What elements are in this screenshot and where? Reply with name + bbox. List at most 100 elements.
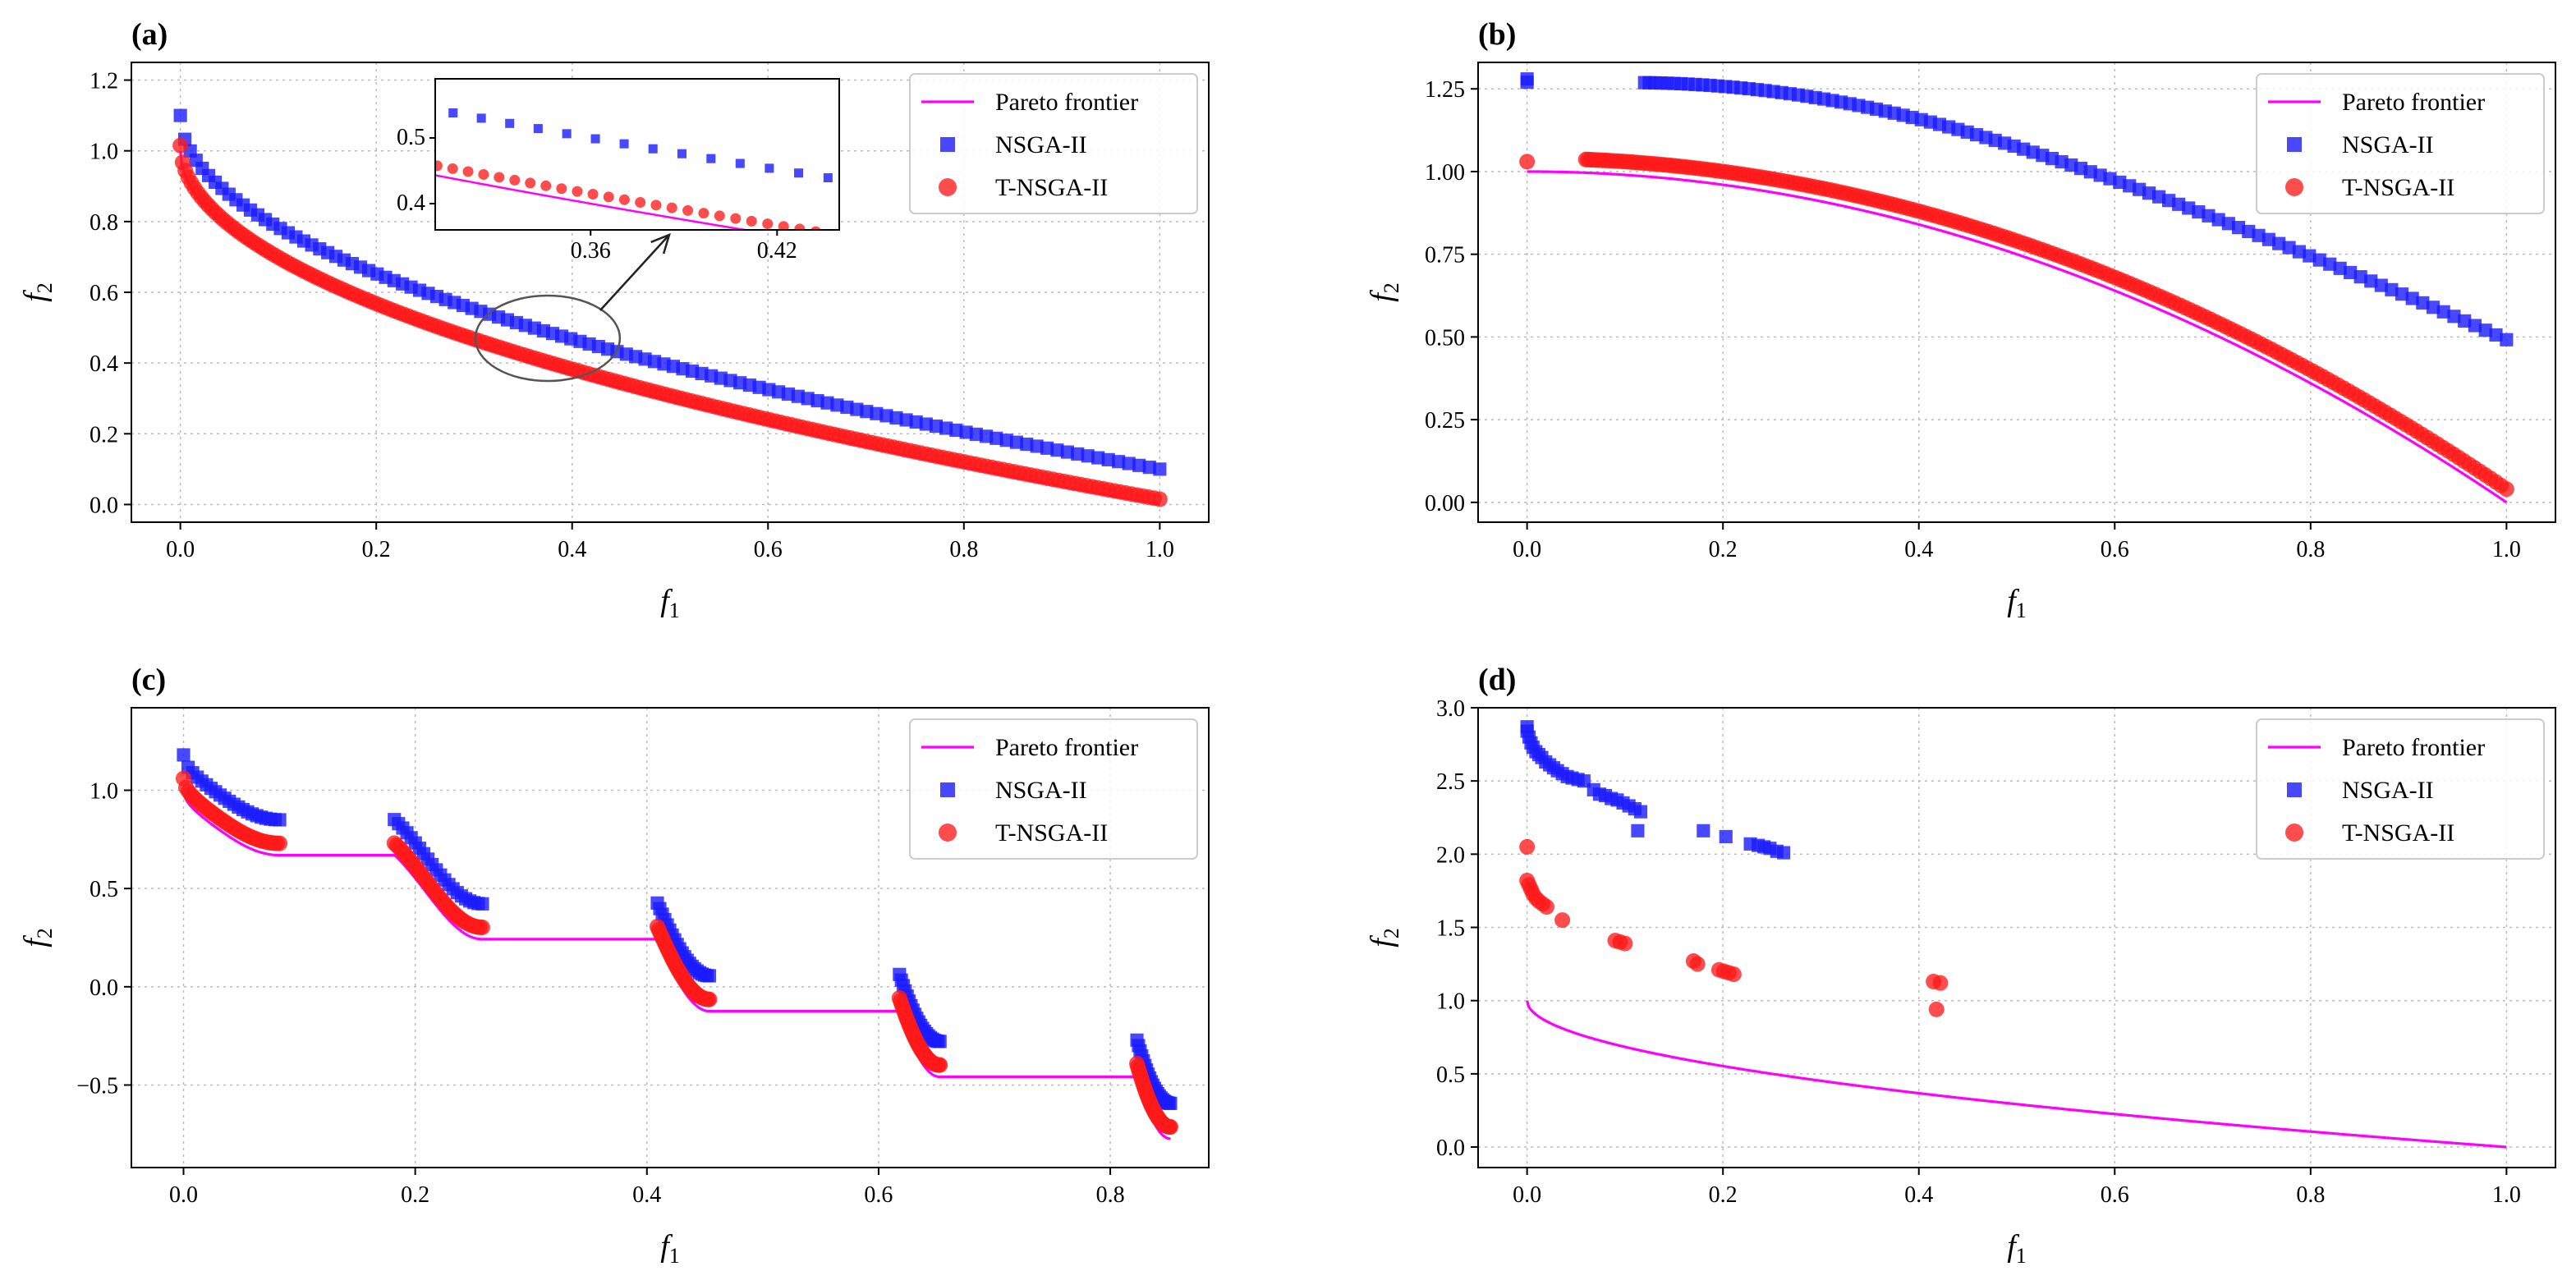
t-nsga-ii-point bbox=[1519, 154, 1536, 170]
nsga-ii-point bbox=[2447, 310, 2461, 323]
nsga-ii-point bbox=[949, 423, 963, 438]
zoom-arrow bbox=[599, 234, 670, 311]
nsga-ii-point bbox=[1132, 458, 1146, 472]
t-nsga-ii-point bbox=[540, 180, 552, 191]
t-nsga-ii-point bbox=[1932, 975, 1949, 991]
nsga-ii-point bbox=[2416, 296, 2430, 310]
panel-b: 0.0 0.2 0.4 0.6 0.8 1.0 0.00 0.25 0.50 0.75 1.00 1.… bbox=[1365, 17, 2556, 622]
nsga-ii-point bbox=[702, 969, 717, 983]
t-nsga-ii-point bbox=[556, 183, 567, 195]
nsga-ii-point bbox=[2261, 232, 2275, 246]
plot-area bbox=[1519, 720, 2507, 1149]
x-tick-label: 0.8 bbox=[949, 537, 978, 562]
inset-background bbox=[435, 79, 839, 230]
nsga-ii-point bbox=[1777, 846, 1791, 860]
t-nsga-ii-point bbox=[2498, 481, 2514, 498]
t-nsga-ii-point bbox=[172, 137, 189, 154]
y-axis-label: f2 bbox=[18, 282, 57, 302]
nsga-ii-point bbox=[1633, 805, 1648, 819]
nsga-ii-point bbox=[959, 425, 973, 439]
nsga-ii-point bbox=[420, 103, 429, 112]
nsga-ii-point bbox=[1020, 437, 1034, 452]
nsga-ii-point bbox=[2364, 274, 2378, 288]
series-t-nsga-ii bbox=[1519, 838, 1949, 1017]
series-nsga-ii bbox=[1520, 720, 1791, 860]
x-tick-label: 0.0 bbox=[169, 1182, 198, 1208]
y-tick-label: 0.5 bbox=[1436, 1062, 1465, 1088]
zoom-inset: 0.36 0.42 0.4 0.5 bbox=[397, 78, 870, 383]
t-nsga-ii-point bbox=[650, 200, 662, 211]
nsga-ii-point bbox=[2211, 213, 2225, 227]
x-tick-label: 0.2 bbox=[401, 1182, 429, 1208]
nsga-ii-point bbox=[979, 429, 994, 443]
t-nsga-ii-point bbox=[932, 1057, 948, 1073]
legend-box bbox=[909, 73, 1198, 214]
nsga-ii-point bbox=[1091, 451, 1105, 465]
y-tick-label: 0.0 bbox=[90, 493, 118, 518]
t-nsga-ii-point bbox=[435, 160, 443, 172]
nsga-ii-point bbox=[990, 431, 1003, 445]
nsga-ii-point bbox=[2436, 305, 2450, 319]
legend-circle-symbol bbox=[2285, 824, 2303, 842]
x-tick-label: 0.0 bbox=[1513, 537, 1541, 562]
x-axis-label: f1 bbox=[2007, 584, 2027, 622]
y-tick-label: 1.0 bbox=[1436, 989, 1465, 1015]
x-tick-label: 0.4 bbox=[632, 1182, 661, 1208]
pareto-frontier-line bbox=[1527, 170, 2508, 504]
axes-frame bbox=[131, 62, 1210, 523]
nsga-ii-point bbox=[2292, 245, 2306, 259]
y-tick-label: 1.0 bbox=[90, 140, 118, 165]
nsga-ii-point bbox=[1009, 435, 1024, 449]
axes-frame bbox=[131, 707, 1210, 1168]
grid bbox=[1478, 707, 2555, 1168]
y-tick-label: 0.5 bbox=[90, 877, 118, 902]
legend-label: NSGA-II bbox=[995, 777, 1087, 804]
nsga-ii-point bbox=[1719, 829, 1733, 844]
nsga-ii-point bbox=[999, 434, 1013, 447]
zoom-region-ellipse bbox=[474, 294, 622, 383]
x-tick-label: 0.4 bbox=[1904, 537, 1933, 562]
t-nsga-ii-point bbox=[525, 177, 536, 189]
t-nsga-ii-point bbox=[272, 835, 288, 851]
nsga-ii-point bbox=[475, 897, 489, 911]
x-axis-label: f1 bbox=[2007, 1229, 2027, 1268]
nsga-ii-point bbox=[2489, 328, 2503, 342]
t-nsga-ii-point bbox=[730, 213, 742, 224]
t-nsga-ii-point bbox=[859, 234, 870, 245]
nsga-ii-point bbox=[533, 124, 543, 134]
y-tick-label: 1.2 bbox=[90, 69, 118, 94]
nsga-ii-point bbox=[1081, 449, 1095, 463]
t-nsga-ii-point bbox=[478, 168, 489, 180]
grid bbox=[131, 708, 1209, 1168]
nsga-ii-point bbox=[2405, 291, 2419, 305]
legend-box bbox=[909, 718, 1198, 860]
nsga-ii-point bbox=[590, 134, 600, 144]
nsga-ii-point bbox=[1153, 462, 1167, 476]
y-axis-label: f2 bbox=[1365, 928, 1403, 948]
legend-label: T-NSGA-II bbox=[995, 819, 1108, 847]
t-nsga-ii-point bbox=[794, 223, 806, 230]
nsga-ii-point bbox=[1520, 76, 1534, 89]
nsga-ii-point bbox=[619, 139, 629, 149]
legend-square-symbol bbox=[940, 137, 955, 152]
nsga-ii-point bbox=[1112, 455, 1126, 469]
y-axis-label: f2 bbox=[1365, 282, 1403, 302]
t-nsga-ii-point bbox=[509, 174, 521, 186]
nsga-ii-point bbox=[2374, 278, 2388, 292]
inset-pareto-line bbox=[435, 174, 751, 230]
axes-frame bbox=[1477, 707, 2556, 1168]
nsga-ii-point bbox=[2333, 261, 2347, 275]
nsga-ii-point bbox=[2500, 333, 2514, 346]
nsga-ii-point bbox=[273, 813, 287, 827]
nsga-ii-point bbox=[1050, 443, 1064, 457]
nsga-ii-point bbox=[2282, 241, 2296, 255]
y-tick-label: 0.6 bbox=[90, 281, 118, 306]
x-tick-label: 0.6 bbox=[754, 537, 783, 562]
t-nsga-ii-point bbox=[618, 194, 630, 205]
t-nsga-ii-point bbox=[474, 920, 490, 936]
legend-label: Pareto frontier bbox=[995, 89, 1138, 116]
series-pareto-frontier bbox=[1526, 1000, 2507, 1149]
x-tick-label: 0.8 bbox=[1096, 1182, 1125, 1208]
t-nsga-ii-point bbox=[682, 204, 694, 216]
